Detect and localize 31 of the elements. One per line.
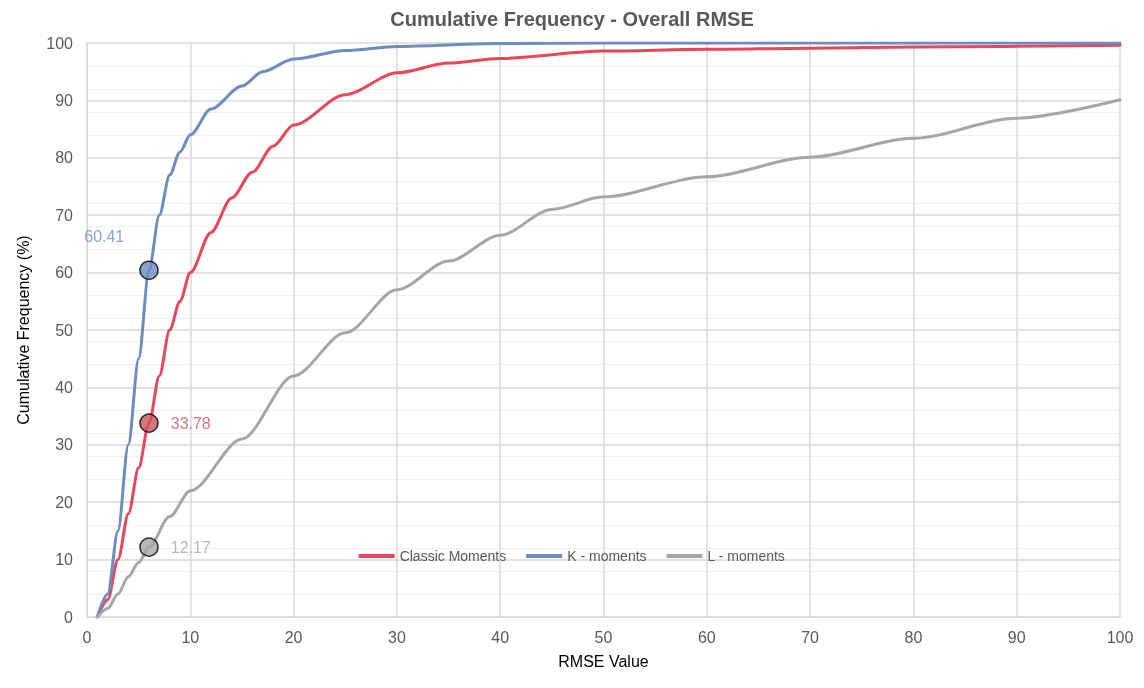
y-tick-label: 70 — [55, 206, 74, 224]
x-tick-label: 60 — [697, 628, 716, 646]
y-tick-label: 40 — [55, 378, 74, 396]
legend-label: L - moments — [707, 548, 785, 564]
legend-label: Classic Moments — [399, 548, 507, 564]
x-tick-label: 100 — [1106, 628, 1134, 646]
y-tick-label: 50 — [55, 321, 74, 339]
x-tick-label: 40 — [491, 628, 510, 646]
y-tick-label: 90 — [55, 91, 74, 109]
legend-label: K - moments — [567, 548, 647, 564]
y-tick-label: 30 — [55, 436, 74, 454]
y-tick-label: 60 — [55, 264, 74, 282]
data-label: 60.41 — [84, 228, 125, 245]
y-axis-title: Cumulative Frequency (%) — [14, 235, 32, 425]
y-tick-label: 10 — [55, 551, 74, 569]
data-label: 33.78 — [170, 414, 211, 432]
y-tick-label: 20 — [55, 493, 74, 511]
x-tick-label: 0 — [82, 628, 92, 646]
x-tick-label: 20 — [284, 628, 303, 646]
y-tick-label: 0 — [64, 608, 74, 626]
chart-title: Cumulative Frequency - Overall RMSE — [390, 8, 754, 30]
x-axis-title: RMSE Value — [558, 652, 649, 670]
x-tick-label: 70 — [801, 628, 820, 646]
x-tick-label: 30 — [388, 628, 406, 646]
y-tick-label: 100 — [46, 34, 74, 52]
y-tick-label: 80 — [55, 149, 74, 167]
data-label: 12.17 — [170, 538, 211, 556]
x-tick-label: 50 — [594, 628, 613, 646]
x-tick-label: 80 — [904, 628, 923, 646]
x-tick-label: 10 — [181, 628, 200, 646]
x-tick-label: 90 — [1007, 628, 1026, 646]
